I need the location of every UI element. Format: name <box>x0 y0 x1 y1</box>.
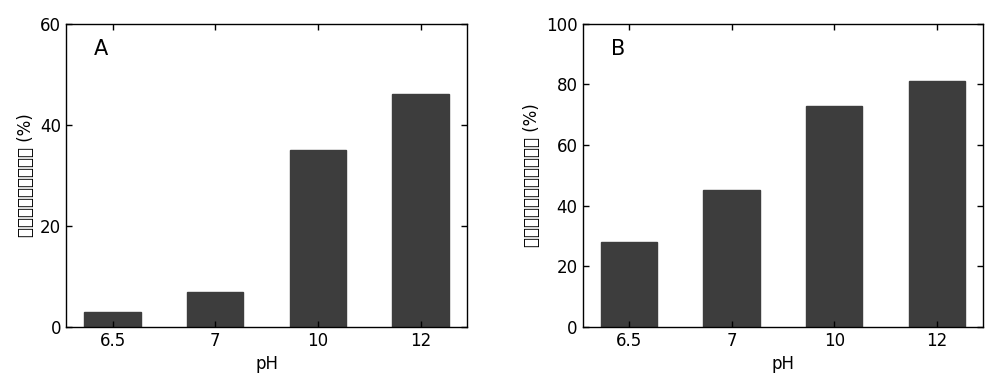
Bar <box>601 242 657 327</box>
Bar <box>392 94 449 327</box>
Text: B: B <box>611 39 625 59</box>
X-axis label: pH: pH <box>255 355 278 373</box>
Y-axis label: 可溶性化学需氧量去除率 (%): 可溶性化学需氧量去除率 (%) <box>523 103 541 247</box>
Bar <box>703 190 760 327</box>
Bar <box>84 312 141 327</box>
Text: A: A <box>94 39 109 59</box>
Y-axis label: 总化学需氧量去除率 (%): 总化学需氧量去除率 (%) <box>17 113 35 237</box>
Bar <box>909 81 965 327</box>
X-axis label: pH: pH <box>771 355 794 373</box>
Bar <box>187 292 243 327</box>
Bar <box>290 150 346 327</box>
Bar <box>806 106 862 327</box>
